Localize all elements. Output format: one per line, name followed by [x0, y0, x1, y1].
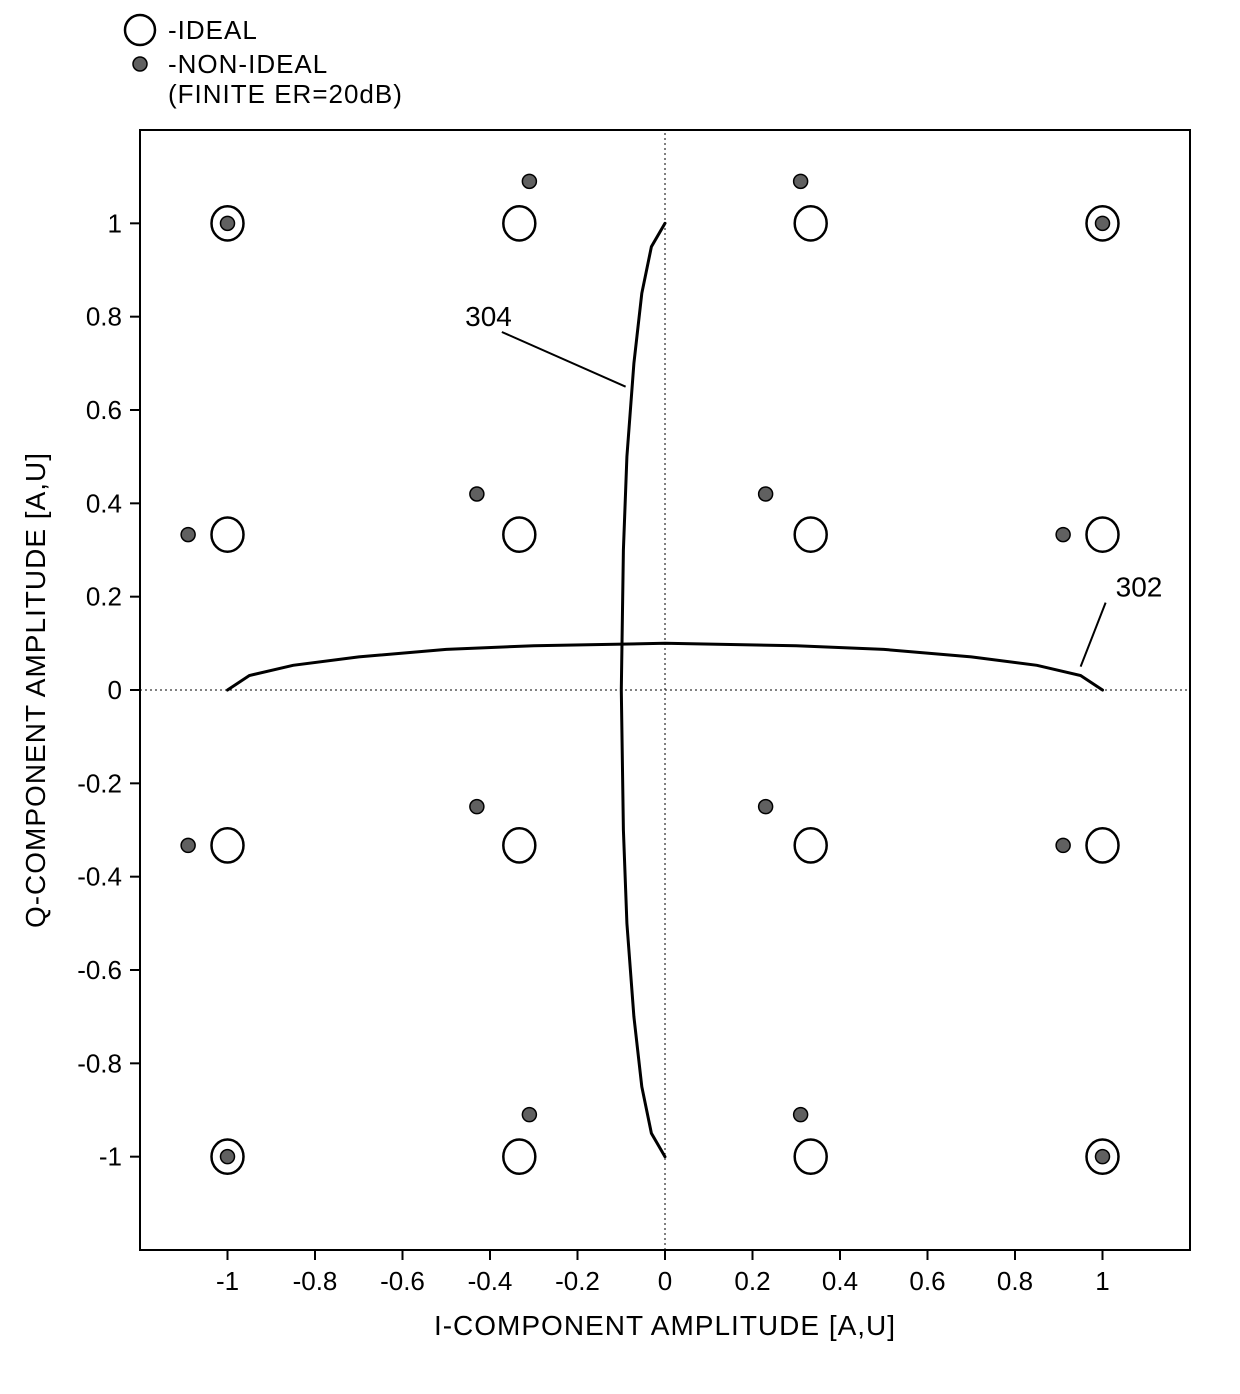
y-tick-label: 0.6 — [86, 395, 122, 425]
y-tick-label: -0.8 — [77, 1048, 122, 1078]
x-tick-label: -0.8 — [293, 1266, 338, 1296]
x-tick-label: 0.6 — [909, 1266, 945, 1296]
y-tick-label: -0.4 — [77, 862, 122, 892]
nonideal-point — [221, 1150, 235, 1164]
x-tick-label: 0 — [658, 1266, 672, 1296]
legend-nonideal-icon — [133, 57, 147, 71]
annotation-label: 302 — [1116, 572, 1163, 603]
chart-svg: -1 -0.8 -0.6 -0.4 -0.2 0 0.2 0.4 0.6 0.8 1 -1 -0.8 -0… — [0, 0, 1240, 1394]
nonideal-point — [522, 1108, 536, 1122]
nonideal-point — [470, 800, 484, 814]
x-tick-label: -0.2 — [555, 1266, 600, 1296]
constellation-chart: -1 -0.8 -0.6 -0.4 -0.2 0 0.2 0.4 0.6 0.8 1 -1 -0.8 -0… — [0, 0, 1240, 1394]
nonideal-point — [1056, 528, 1070, 542]
legend-nonideal-sublabel: (FINITE ER=20dB) — [168, 79, 403, 109]
nonideal-point — [759, 487, 773, 501]
y-tick-label: 0.8 — [86, 302, 122, 332]
nonideal-point — [794, 174, 808, 188]
x-tick-label: 0.2 — [734, 1266, 770, 1296]
nonideal-point — [181, 838, 195, 852]
nonideal-point — [181, 528, 195, 542]
nonideal-point — [759, 800, 773, 814]
nonideal-point — [1096, 1150, 1110, 1164]
y-tick-label: 0.4 — [86, 488, 122, 518]
x-tick-label: 1 — [1095, 1266, 1109, 1296]
nonideal-point — [470, 487, 484, 501]
annotation-label: 304 — [465, 301, 512, 332]
y-axis-label: Q-COMPONENT AMPLITUDE [A,U] — [20, 452, 51, 928]
nonideal-point — [1096, 216, 1110, 230]
x-tick-label: -1 — [216, 1266, 239, 1296]
nonideal-point — [221, 216, 235, 230]
nonideal-point — [522, 174, 536, 188]
y-tick-label: -1 — [99, 1142, 122, 1172]
x-tick-label: 0.4 — [822, 1266, 858, 1296]
nonideal-point — [1056, 838, 1070, 852]
y-tick-label: 0.2 — [86, 582, 122, 612]
y-tick-label: -0.6 — [77, 955, 122, 985]
x-tick-label: -0.4 — [468, 1266, 513, 1296]
legend-nonideal-label: -NON-IDEAL — [168, 49, 328, 79]
nonideal-point — [794, 1108, 808, 1122]
y-tick-label: 0 — [108, 675, 122, 705]
x-tick-label: 0.8 — [997, 1266, 1033, 1296]
y-tick-label: -0.2 — [77, 768, 122, 798]
legend-ideal-label: -IDEAL — [168, 15, 258, 45]
x-tick-label: -0.6 — [380, 1266, 425, 1296]
y-tick-label: 1 — [108, 208, 122, 238]
x-axis-label: I-COMPONENT AMPLITUDE [A,U] — [434, 1310, 896, 1341]
